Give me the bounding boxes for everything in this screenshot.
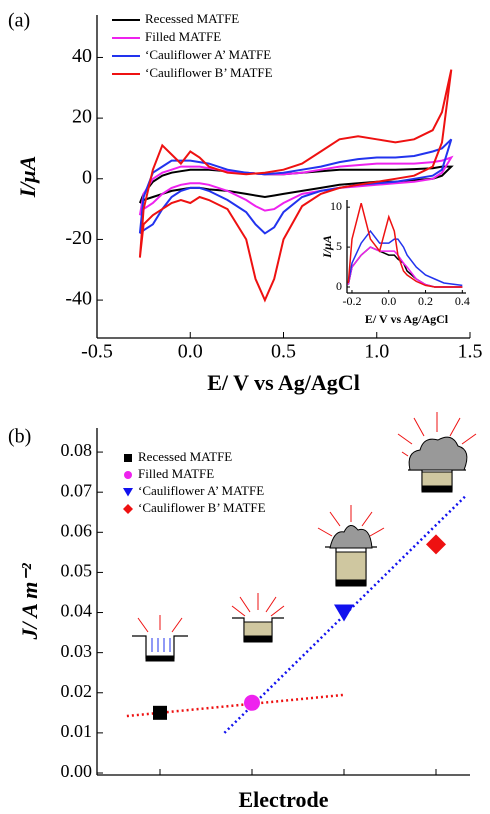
electrode-icons bbox=[132, 412, 477, 662]
legend-marker bbox=[124, 454, 132, 462]
y-tick-label: 10 bbox=[330, 199, 342, 213]
legend-label: Filled MATFE bbox=[138, 466, 214, 481]
legend-label: Filled MATFE bbox=[145, 29, 221, 44]
y-tick-label: 0.07 bbox=[61, 480, 93, 500]
y-tick-label: 5 bbox=[336, 239, 342, 253]
data-point bbox=[426, 534, 446, 555]
x-tick-label: -0.5 bbox=[81, 341, 113, 363]
y-tick-label: 0.08 bbox=[61, 440, 93, 460]
cv-curve bbox=[138, 155, 454, 216]
legend-label: ‘Cauliflower A’ MATFE bbox=[145, 47, 271, 62]
y-tick-label: 0.06 bbox=[61, 520, 93, 540]
y-tick-label: 20 bbox=[72, 106, 92, 128]
legend-label: ‘Cauliflower A’ MATFE bbox=[138, 483, 264, 498]
legend-label: ‘Cauliflower B’ MATFE bbox=[145, 65, 273, 80]
x-tick-label: 1.5 bbox=[458, 341, 483, 363]
trend-line bbox=[223, 495, 467, 734]
y-tick-label: 40 bbox=[72, 45, 92, 67]
data-point bbox=[153, 705, 167, 720]
x-tick-label: 0.0 bbox=[178, 341, 203, 363]
x-axis-title: E/ V vs Ag/AgCl bbox=[365, 312, 449, 326]
y-axis-title: I/μA bbox=[320, 235, 334, 259]
panel-label: (a) bbox=[8, 10, 30, 32]
legend-label: ‘Cauliflower B’ MATFE bbox=[138, 500, 266, 515]
legend-label: Recessed MATFE bbox=[138, 449, 232, 464]
x-tick-label: 0.4 bbox=[455, 294, 470, 308]
legend-marker bbox=[123, 488, 133, 497]
x-tick-label: -0.2 bbox=[342, 294, 361, 308]
cv-curve bbox=[347, 203, 463, 288]
y-tick-label: 0.02 bbox=[61, 681, 93, 701]
y-tick-label: 0.00 bbox=[61, 761, 93, 781]
data-point bbox=[334, 604, 354, 622]
y-tick-label: 0.01 bbox=[61, 721, 93, 741]
y-tick-label: 0 bbox=[82, 166, 92, 188]
cv-curve bbox=[138, 69, 453, 303]
y-tick-label: -20 bbox=[65, 227, 92, 249]
x-tick-label: 0.2 bbox=[418, 294, 433, 308]
cv-curve bbox=[347, 246, 463, 288]
y-tick-label: 0.04 bbox=[61, 601, 93, 621]
cv-curve bbox=[347, 229, 463, 287]
y-axis-title: J/ A m⁻² bbox=[17, 563, 42, 640]
y-tick-label: 0 bbox=[336, 279, 342, 293]
y-tick-label: 0.03 bbox=[61, 641, 93, 661]
x-tick-label: 0.5 bbox=[271, 341, 296, 363]
x-tick-label: 1.0 bbox=[364, 341, 389, 363]
x-axis-title: E/ V vs Ag/AgCl bbox=[207, 370, 360, 395]
data-point bbox=[244, 694, 260, 711]
y-tick-label: -40 bbox=[65, 288, 92, 310]
legend-label: Recessed MATFE bbox=[145, 11, 239, 26]
legend-marker bbox=[123, 504, 133, 514]
legend-marker bbox=[124, 471, 132, 479]
y-axis-title: I/μA bbox=[15, 156, 40, 199]
x-tick-label: 0.0 bbox=[381, 294, 396, 308]
y-tick-label: 0.05 bbox=[61, 561, 93, 581]
x-axis-title: Electrode bbox=[238, 787, 328, 812]
panel-label: (b) bbox=[8, 426, 31, 448]
